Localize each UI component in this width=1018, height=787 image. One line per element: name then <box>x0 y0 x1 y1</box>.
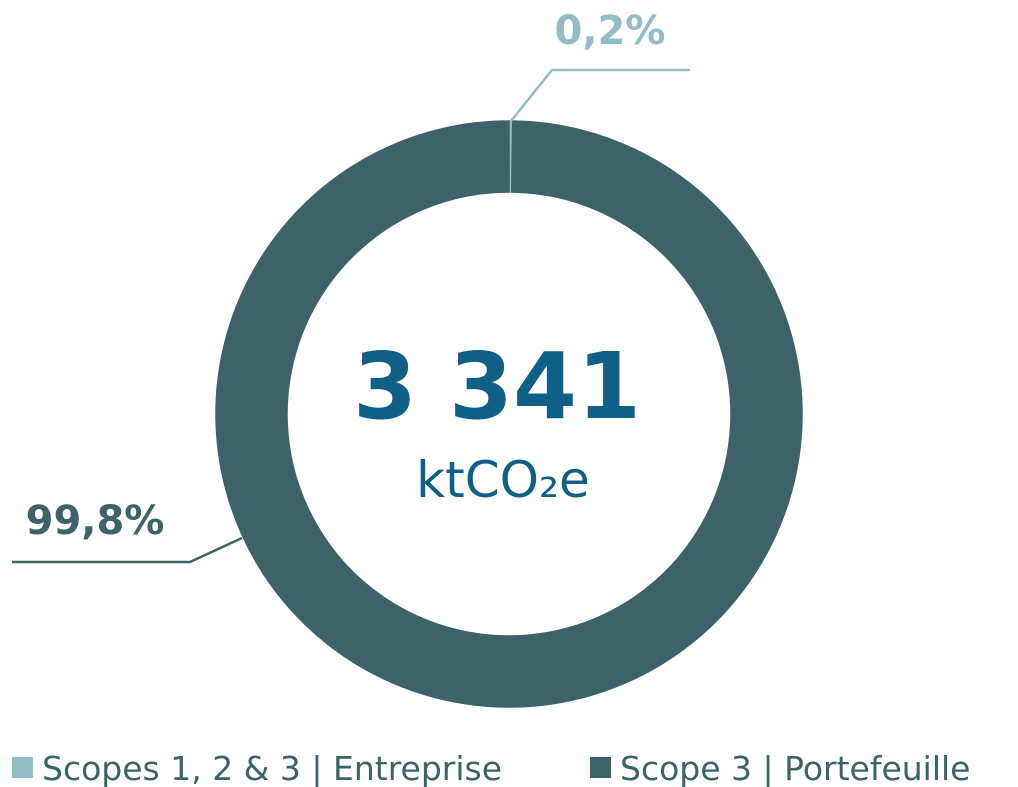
legend-swatch <box>590 757 611 778</box>
legend-label: Scope 3 | Portefeuille <box>620 749 970 787</box>
leader-line <box>510 68 690 122</box>
center-unit: ktCO₂e <box>416 451 590 509</box>
legend-swatch <box>12 757 33 778</box>
center-value: 3 341 <box>353 333 641 440</box>
donut-slice <box>215 120 803 708</box>
value-label: 0,2% <box>555 8 666 54</box>
legend-label: Scopes 1, 2 & 3 | Entreprise <box>42 749 502 787</box>
value-label: 99,8% <box>26 498 165 544</box>
leader-line <box>12 536 243 564</box>
